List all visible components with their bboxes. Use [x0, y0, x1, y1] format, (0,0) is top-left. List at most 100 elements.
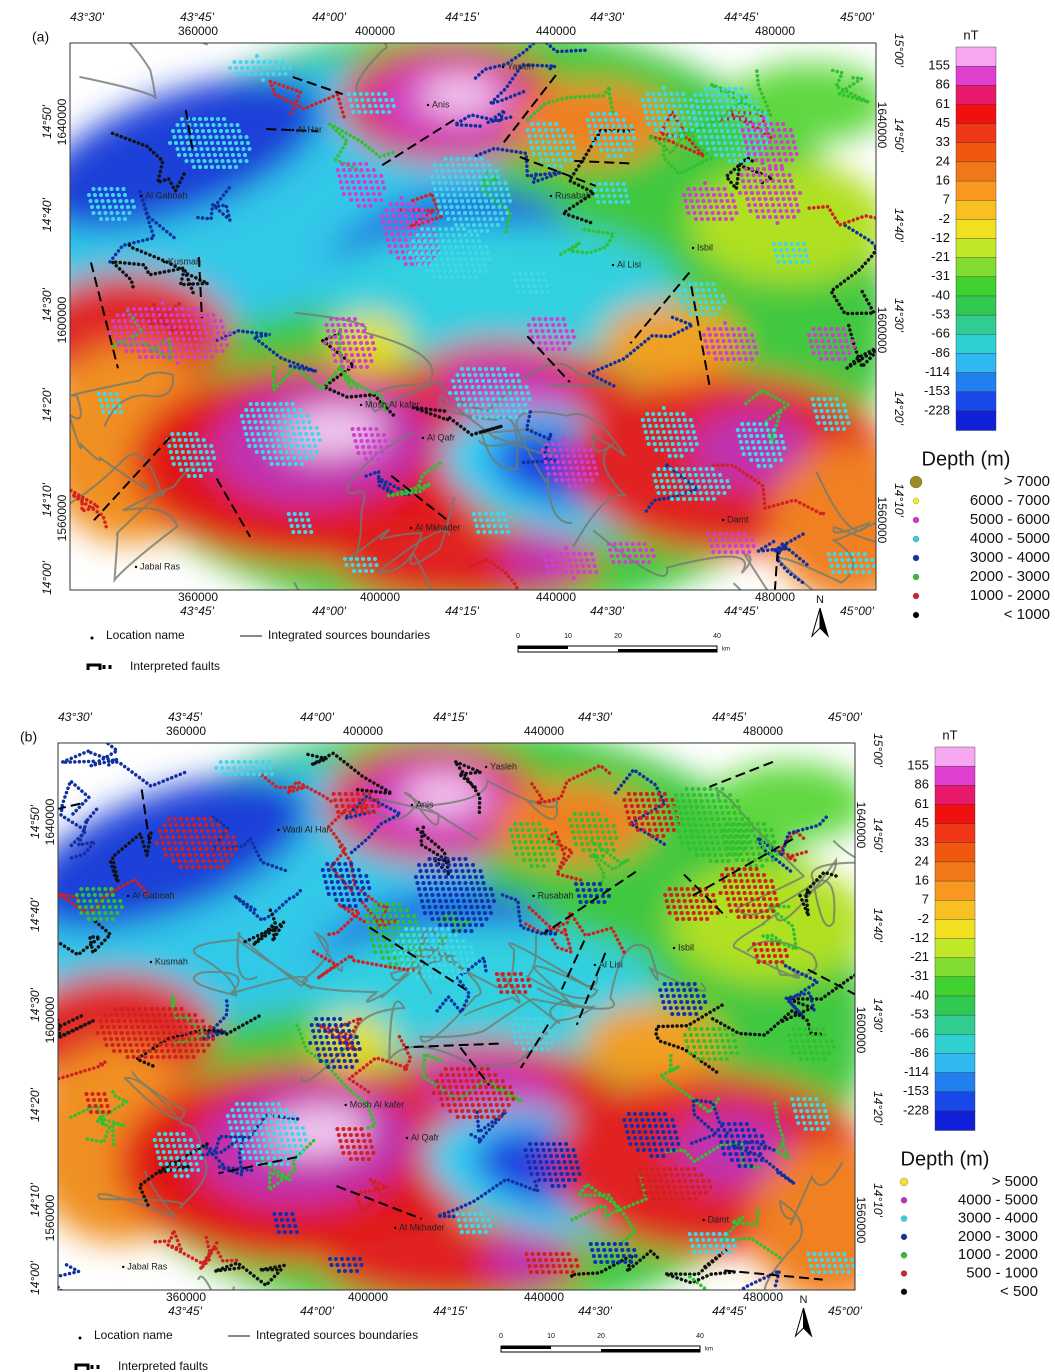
solution-dot: [475, 163, 479, 167]
solution-dot: [112, 899, 116, 903]
solution-dot: [449, 245, 453, 249]
solution-dot: [397, 902, 401, 906]
solution-dot: [697, 835, 701, 839]
solution-dot: [457, 1218, 461, 1222]
solution-dot: [287, 1224, 291, 1228]
solution-dot: [658, 798, 662, 802]
solution-dot: [599, 848, 603, 852]
solution-dot: [512, 840, 516, 844]
colorbar-label: -66: [931, 326, 950, 341]
solution-dot: [605, 824, 609, 828]
solution-dot: [664, 1142, 668, 1146]
solution-dot: [824, 427, 828, 431]
solution-trail: [62, 750, 185, 786]
solution-dot: [446, 927, 450, 931]
solution-dot: [735, 345, 739, 349]
solution-dot: [231, 760, 235, 764]
solution-dot: [649, 810, 653, 814]
solution-dot: [264, 414, 268, 418]
solution-dot: [520, 1041, 524, 1045]
solution-dot: [233, 135, 237, 139]
solution-dot: [79, 911, 83, 915]
solution-dot: [532, 128, 536, 132]
solution-dot: [725, 1140, 729, 1144]
solution-dot: [698, 841, 702, 845]
solution-dot: [578, 812, 582, 816]
solution-dot: [675, 1006, 679, 1010]
solution-dot: [756, 897, 760, 901]
solution-dot: [306, 414, 310, 418]
solution-dot: [216, 847, 220, 851]
solution-dot: [752, 879, 756, 883]
solution-dot: [188, 432, 192, 436]
solution-dot: [358, 359, 362, 363]
solution-dot: [707, 829, 711, 833]
solution-dot: [634, 1142, 638, 1146]
solution-dot: [499, 187, 503, 191]
solution-dot: [245, 60, 249, 64]
solution-dot: [168, 1150, 172, 1154]
solution-dot: [655, 485, 659, 489]
solution-dot: [748, 452, 752, 456]
solution-dot: [240, 66, 244, 70]
solution-dot: [759, 885, 763, 889]
solution-dot: [480, 1067, 484, 1071]
solution-dot: [169, 1013, 173, 1017]
solution-dot: [782, 446, 786, 450]
solution-dot: [456, 1115, 460, 1119]
solution-dot: [693, 93, 697, 97]
solution-dot: [814, 1121, 818, 1125]
solution-dot: [483, 1103, 487, 1107]
solution-dot: [534, 1264, 538, 1268]
solution-dot: [453, 263, 457, 267]
solution-dot: [552, 858, 556, 862]
solution-dot: [583, 448, 587, 452]
solution-dot: [661, 485, 665, 489]
solution-dot: [725, 867, 729, 871]
solution-dot: [297, 530, 301, 534]
solution-dot: [574, 882, 578, 886]
solution-dot: [548, 146, 552, 150]
solution-dot: [708, 199, 712, 203]
solution-dot: [634, 554, 638, 558]
solution-dot: [784, 158, 788, 162]
solution-dot: [522, 1047, 526, 1051]
solution-dot: [179, 444, 183, 448]
solution-dot: [530, 146, 534, 150]
solution-dot: [188, 147, 192, 151]
solution-dot: [372, 439, 376, 443]
solution-dot: [852, 345, 856, 349]
solution-dot: [180, 1007, 184, 1011]
solution-dot: [706, 847, 710, 851]
solution-dot: [718, 1232, 722, 1236]
solution-dot: [99, 1104, 103, 1108]
solution-dot: [704, 111, 708, 115]
solution-dot: [167, 325, 171, 329]
solution-dot: [435, 193, 439, 197]
solution-dot: [299, 1144, 303, 1148]
solution-dot: [694, 217, 698, 221]
solution-dot: [682, 193, 686, 197]
solution-dot: [737, 805, 741, 809]
solution-dot: [350, 1139, 354, 1143]
solution-dot: [551, 134, 555, 138]
solution-dot: [767, 185, 771, 189]
solution-dot: [752, 446, 756, 450]
solution-dot: [642, 104, 646, 108]
solution-dot: [717, 117, 721, 121]
solution-dot: [216, 165, 220, 169]
solution-dot: [568, 152, 572, 156]
solution-dot: [387, 451, 391, 455]
solution-dot: [169, 450, 173, 454]
solution-dot: [753, 885, 757, 889]
solution-dot: [516, 834, 520, 838]
solution-dot: [350, 792, 354, 796]
solution-dot: [777, 203, 781, 207]
solution-dot: [457, 1073, 461, 1077]
solution-dot: [534, 1047, 538, 1051]
solution-dot: [203, 349, 207, 353]
solution-dot: [599, 1260, 603, 1264]
solution-dot: [224, 853, 228, 857]
solution-dot: [717, 141, 721, 145]
solution-dot: [751, 1146, 755, 1150]
